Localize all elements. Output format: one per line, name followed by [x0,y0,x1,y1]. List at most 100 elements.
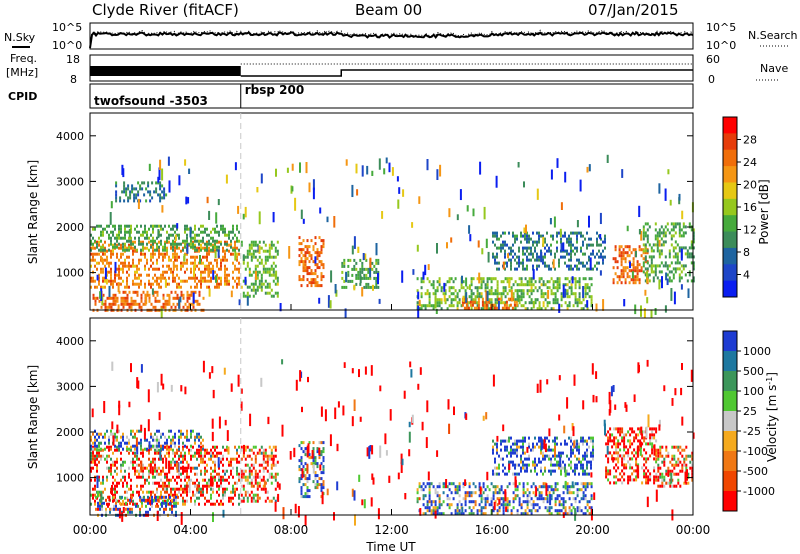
heatmap-cell [106,305,109,309]
heatmap-cell [596,252,598,256]
heatmap-cell [538,240,540,244]
heatmap-cell [497,297,500,301]
heatmap-cell [619,454,622,458]
heatmap-cell [200,457,202,461]
heatmap-cell [158,267,160,271]
heatmap-cell [222,249,224,253]
heatmap-cell [580,497,583,501]
heatmap-cell [522,500,525,504]
heatmap-cell [381,211,384,219]
heatmap-cell [556,497,559,501]
heatmap-cell [510,286,513,290]
heatmap-cell [164,435,166,439]
heatmap-cell [190,496,192,500]
heatmap-cell [268,285,271,289]
heatmap-cell [512,255,514,259]
heatmap-cell [635,250,637,258]
heatmap-cell [510,460,512,464]
heatmap-cell [574,301,577,305]
heatmap-cell [430,500,433,504]
heatmap-cell [369,257,372,270]
heatmap-cell [242,454,245,458]
heatmap-cell [436,280,439,284]
heatmap-cell [154,252,156,256]
heatmap-cell [188,276,190,280]
heatmap-cell [598,243,600,247]
heatmap-cell [244,276,247,285]
heatmap-cell [438,304,441,308]
heatmap-cell [462,280,465,284]
heatmap-cell [128,441,130,445]
heatmap-cell [631,430,634,434]
heatmap-cell [144,246,146,250]
heatmap-cell [492,448,494,452]
heatmap-cell [564,231,566,235]
heatmap-cell [157,176,160,183]
heatmap-cell [256,472,259,476]
heatmap-cell [244,463,247,467]
heatmap-cell [456,214,459,221]
heatmap-cell [160,444,162,448]
heatmap-cell [504,261,506,265]
heatmap-cell [260,282,263,286]
heatmap-cell [548,448,550,452]
heatmap-cell [613,466,616,470]
heatmap-cell [114,448,116,452]
heatmap-cell [238,299,241,306]
heatmap-cell [680,264,683,268]
heatmap-cell [122,264,124,268]
heatmap-cell [456,295,459,299]
heatmap-cell [264,261,267,265]
heatmap-cell [436,169,439,181]
heatmap-cell [322,465,325,469]
heatmap-cell [494,457,496,461]
heatmap-cell [160,308,163,320]
heatmap-cell [122,242,124,246]
heatmap-cell [148,299,151,303]
heatmap-cell [506,485,509,489]
heatmap-cell [582,494,585,498]
heatmap-cell [264,499,267,503]
heatmap-cell [136,267,138,271]
heatmap-cell [498,497,501,501]
heatmap-cell [514,240,516,244]
heatmap-cell [692,255,695,259]
heatmap-cell [365,276,368,280]
heatmap-cell [164,475,166,479]
heatmap-cell [667,169,670,175]
heatmap-cell [562,491,565,495]
heatmap-cell [250,481,253,485]
power-colorbar-swatch [723,280,737,298]
heatmap-cell [642,249,645,253]
heatmap-cell [162,258,164,262]
heatmap-cell [192,490,194,494]
heatmap-cell [566,472,568,476]
heatmap-cell [631,478,634,482]
heatmap-cell [120,296,123,300]
heatmap-cell [678,267,681,271]
heatmap-cell [604,246,606,250]
heatmap-cell [144,252,146,256]
heatmap-cell [538,301,541,305]
heatmap-cell [615,481,618,485]
heatmap-cell [198,233,200,237]
heatmap-cell [506,503,509,507]
heatmap-cell [375,267,378,271]
heatmap-cell [118,429,120,433]
heatmap-cell [428,301,431,305]
heatmap-cell [471,303,474,307]
heatmap-cell [660,270,663,274]
heatmap-cell [528,280,531,284]
heatmap-cell [216,481,218,485]
heatmap-cell [105,278,108,285]
heatmap-cell [680,270,683,274]
heatmap-cell [184,475,186,479]
heatmap-cell [226,457,228,461]
heatmap-cell [490,298,493,302]
heatmap-cell [170,487,172,491]
heatmap-cell [511,306,514,310]
heatmap-cell [520,460,522,464]
heatmap-cell [448,503,451,507]
heatmap-cell [552,283,555,287]
heatmap-cell [580,246,582,250]
